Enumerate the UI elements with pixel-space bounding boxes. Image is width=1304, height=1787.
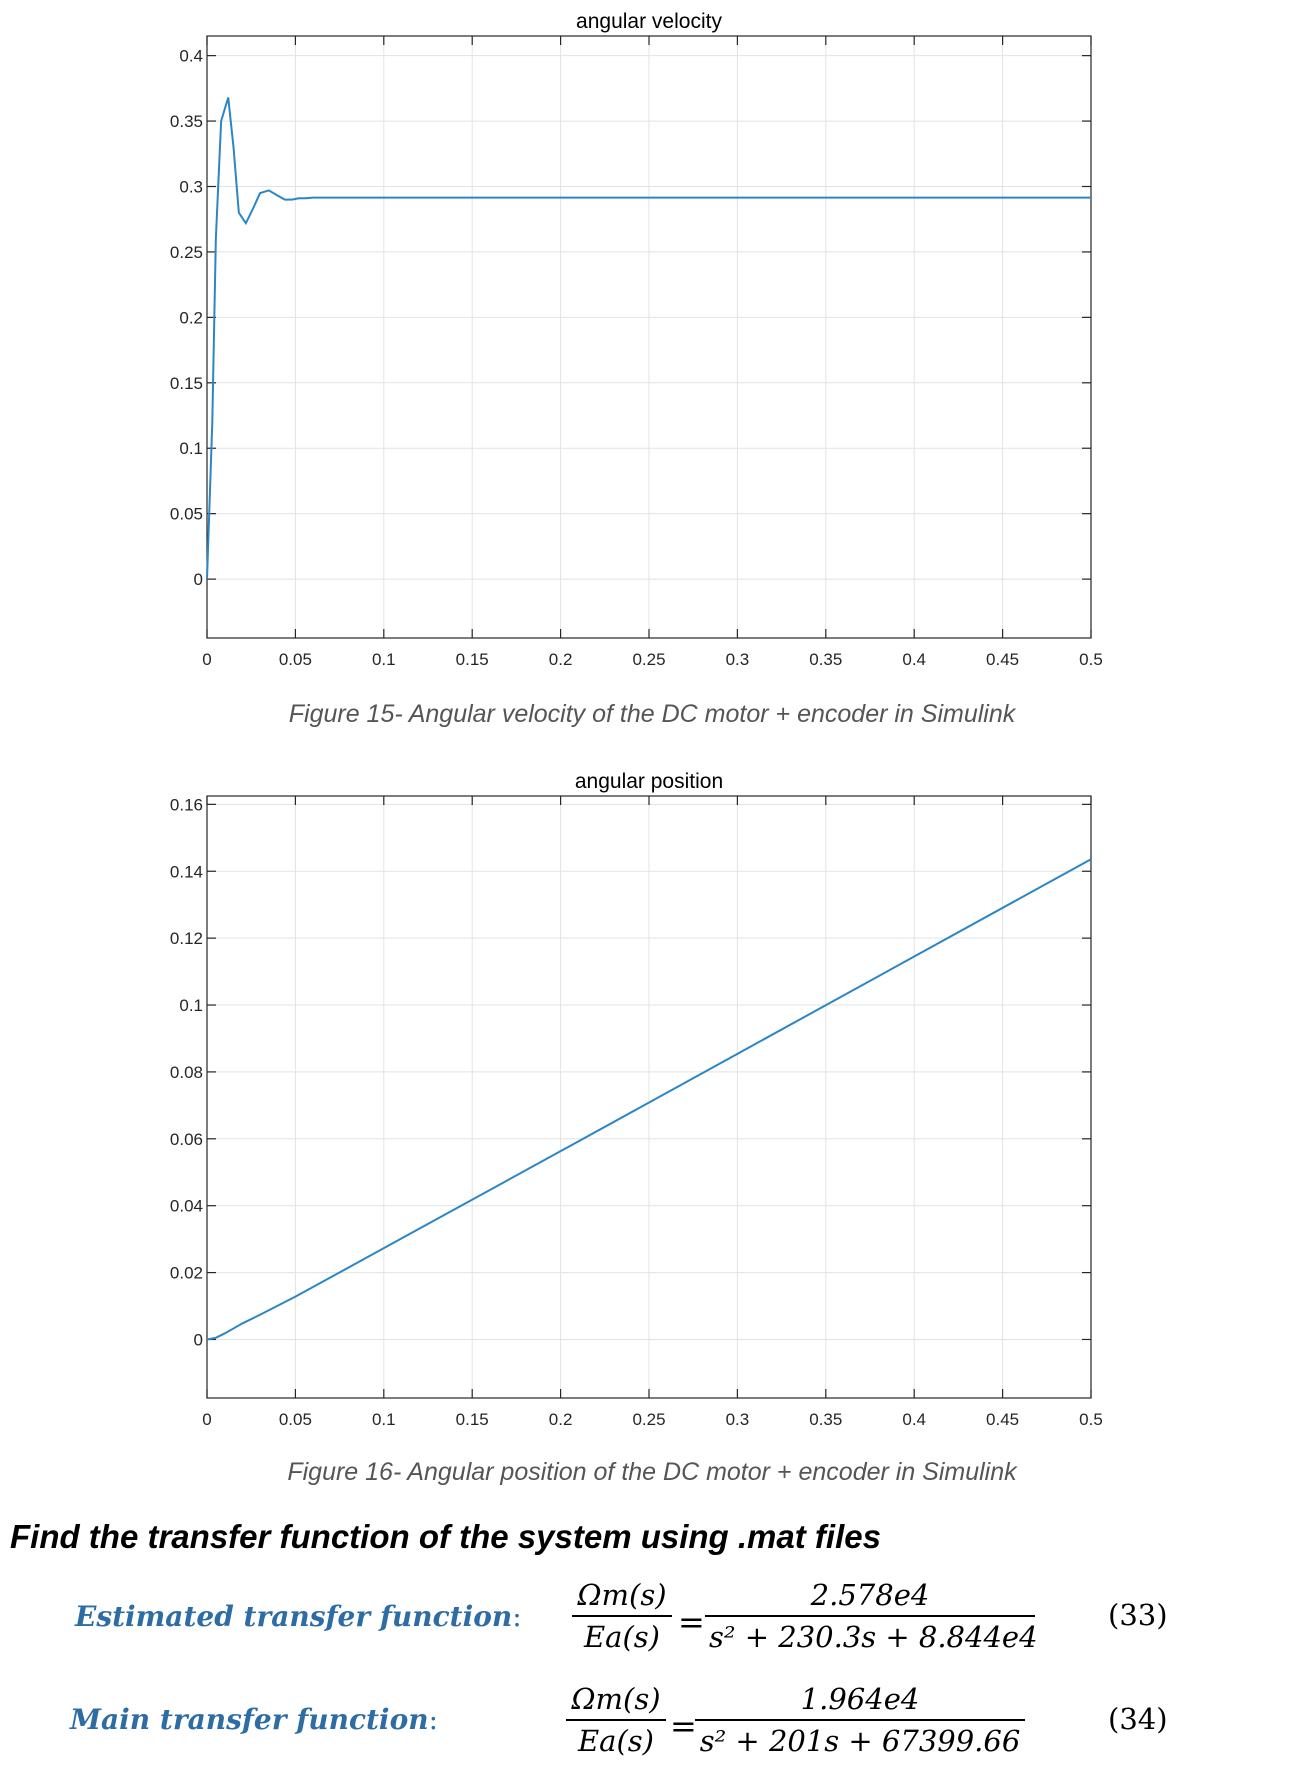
x-tick-label: 0.05 <box>279 1410 312 1429</box>
x-tick-label: 0.3 <box>726 650 750 669</box>
y-tick-label: 0.2 <box>179 308 203 327</box>
figure-16-caption: Figure 16- Angular position of the DC mo… <box>287 1458 1017 1486</box>
x-tick-label: 0.3 <box>726 1410 750 1429</box>
estimated-tf-lhs: Ωm(s) Ea(s) <box>572 1578 672 1654</box>
estimated-tf-lhs-numerator: Ωm(s) <box>572 1578 672 1617</box>
angular-velocity-chart: 0 0.05 0.1 0.15 0.2 0.25 0.3 0.35 0.4 0.45 0.5 0 0.0… <box>170 10 1103 669</box>
x-tick-label: 0.45 <box>986 650 1019 669</box>
y-tick-label: 0.06 <box>170 1130 203 1149</box>
main-tf-equals: = <box>670 1707 697 1745</box>
main-tf-lhs-numerator: Ωm(s) <box>566 1682 666 1721</box>
angular-position-chart: 0 0.05 0.1 0.15 0.2 0.25 0.3 0.35 0.4 0.45 0.5 0 0.0… <box>170 770 1103 1429</box>
x-tick-label: 0.05 <box>279 650 312 669</box>
data-series-line <box>206 858 1092 1341</box>
x-tick-label: 0 <box>202 650 211 669</box>
y-tick-label: 0.1 <box>179 439 203 458</box>
figure-15-caption: Figure 15- Angular velocity of the DC mo… <box>288 700 1016 728</box>
x-tick-label: 0.35 <box>809 1410 842 1429</box>
x-tick-label: 0.15 <box>456 650 489 669</box>
data-series-line <box>206 97 1091 580</box>
y-tick-label: 0.16 <box>170 795 203 814</box>
y-tick-label: 0.4 <box>179 47 203 66</box>
main-tf-rhs-numerator: 1.964e4 <box>695 1682 1025 1721</box>
x-tick-label: 0.15 <box>456 1410 489 1429</box>
estimated-tf-lhs-denominator: Ea(s) <box>584 1620 660 1654</box>
main-tf-lhs-denominator: Ea(s) <box>578 1724 654 1758</box>
y-tick-label: 0.1 <box>179 996 203 1015</box>
y-tick-label: 0.12 <box>170 929 203 948</box>
x-tick-label: 0.2 <box>549 650 573 669</box>
main-tf-rhs: 1.964e4 s² + 201s + 67399.66 <box>695 1682 1025 1758</box>
x-tick-label: 0.45 <box>986 1410 1019 1429</box>
x-tick-label: 0.35 <box>809 650 842 669</box>
main-tf-colon: : <box>428 1703 439 1736</box>
chart-title: angular position <box>575 770 723 793</box>
main-tf-lhs: Ωm(s) Ea(s) <box>566 1682 666 1758</box>
x-tick-label: 0.4 <box>902 1410 926 1429</box>
y-tick-label: 0.35 <box>170 112 203 131</box>
x-tick-label: 0.1 <box>372 650 396 669</box>
estimated-tf-label-text: Estimated transfer function <box>75 1600 513 1633</box>
y-tick-label: 0.14 <box>170 862 203 881</box>
x-tick-label: 0.5 <box>1079 650 1103 669</box>
y-tick-label: 0 <box>194 1330 203 1349</box>
equation-number-34: (34) <box>1108 1702 1168 1736</box>
estimated-tf-label: Estimated transfer function: <box>75 1600 522 1633</box>
main-tf-rhs-denominator: s² + 201s + 67399.66 <box>699 1724 1021 1758</box>
estimated-tf-rhs-denominator: s² + 230.3s + 8.844e4 <box>709 1620 1038 1654</box>
y-tick-label: 0 <box>194 570 203 589</box>
y-tick-label: 0.04 <box>170 1197 203 1216</box>
x-tick-label: 0.2 <box>549 1410 573 1429</box>
y-tick-label: 0.15 <box>170 374 203 393</box>
x-tick-label: 0.25 <box>632 650 665 669</box>
chart-title: angular velocity <box>576 10 722 33</box>
x-tick-label: 0 <box>202 1410 211 1429</box>
section-heading: Find the transfer function of the system… <box>10 1518 881 1555</box>
estimated-tf-rhs-numerator: 2.578e4 <box>705 1578 1035 1617</box>
equation-number-33: (33) <box>1108 1598 1168 1632</box>
y-tick-label: 0.25 <box>170 243 203 262</box>
estimated-tf-equals: = <box>678 1603 705 1641</box>
estimated-tf-colon: : <box>512 1600 522 1633</box>
x-tick-label: 0.25 <box>632 1410 665 1429</box>
x-tick-label: 0.4 <box>902 650 926 669</box>
y-tick-label: 0.3 <box>179 178 203 197</box>
x-tick-label: 0.1 <box>372 1410 396 1429</box>
y-tick-label: 0.08 <box>170 1063 203 1082</box>
main-tf-label-text: Main transfer function <box>70 1703 429 1736</box>
y-tick-label: 0.02 <box>170 1264 203 1283</box>
main-tf-label: Main transfer function: <box>70 1703 438 1736</box>
x-tick-label: 0.5 <box>1079 1410 1103 1429</box>
estimated-tf-rhs: 2.578e4 s² + 230.3s + 8.844e4 <box>705 1578 1038 1654</box>
y-tick-label: 0.05 <box>170 505 203 524</box>
